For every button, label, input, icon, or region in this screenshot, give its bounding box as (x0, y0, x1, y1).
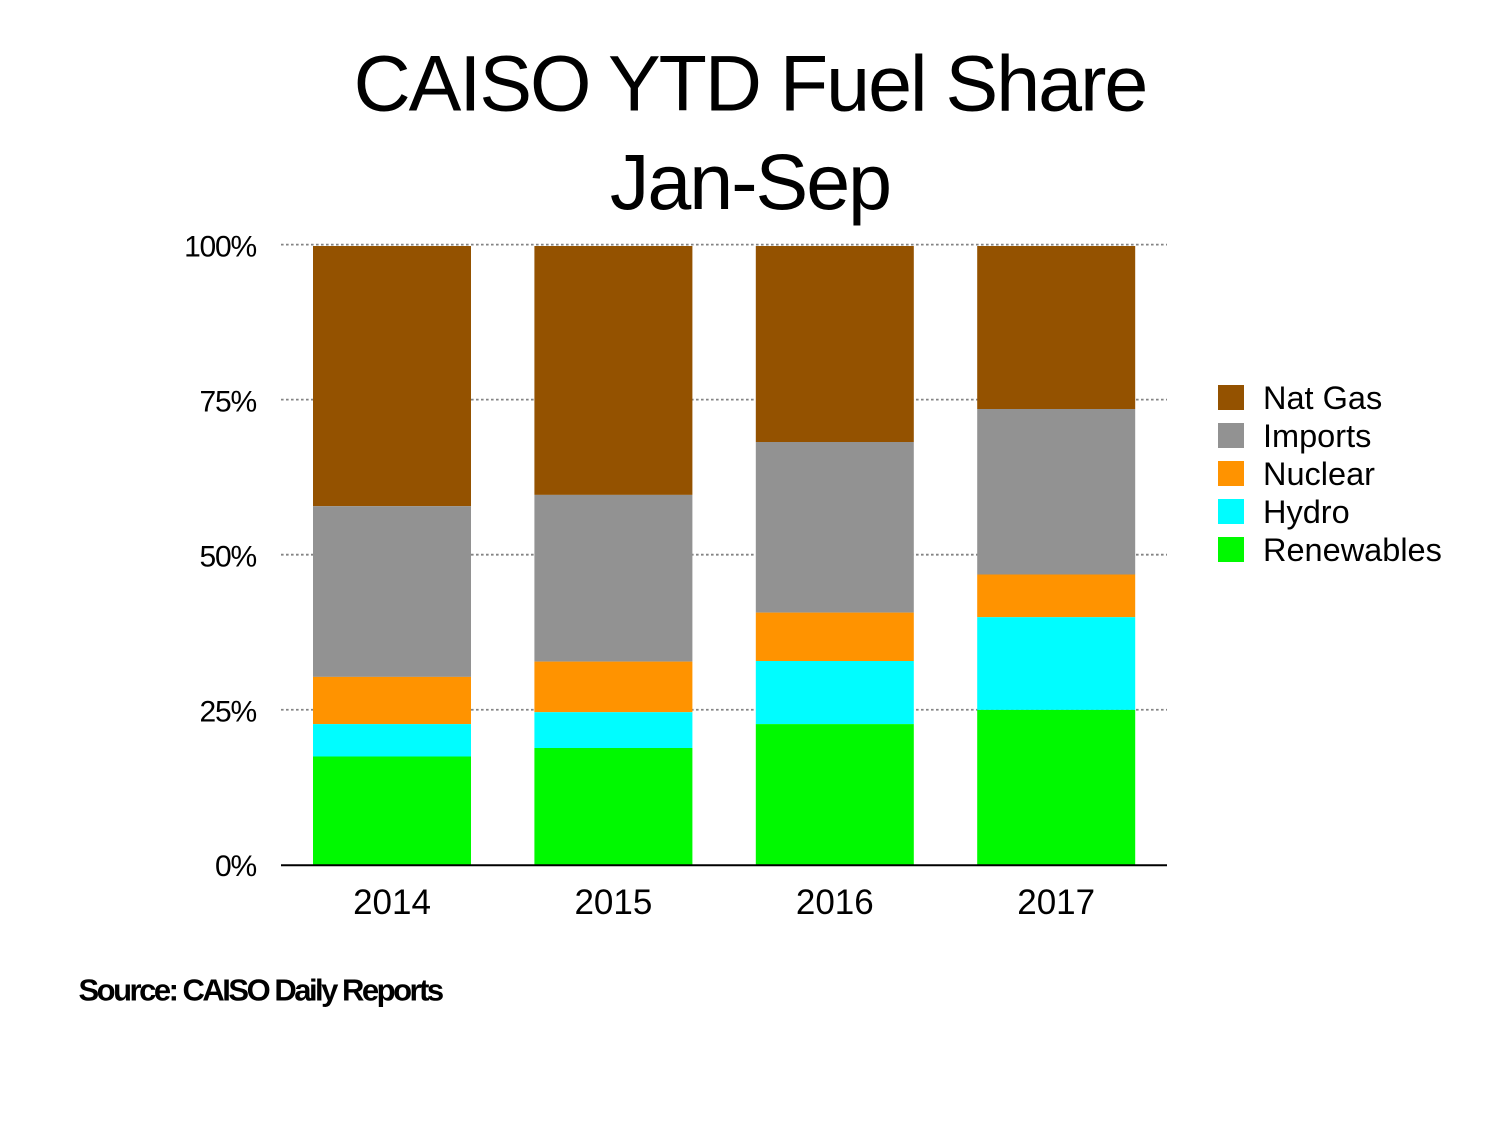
svg-text:2016: 2016 (796, 883, 874, 922)
svg-text:50%: 50% (200, 540, 257, 573)
svg-text:Nat Gas: Nat Gas (1263, 380, 1382, 416)
svg-text:Renewables: Renewables (1263, 532, 1442, 568)
svg-text:CAISO YTD Fuel Share: CAISO YTD Fuel Share (354, 39, 1147, 128)
svg-text:0%: 0% (215, 850, 256, 883)
svg-text:25%: 25% (200, 695, 257, 728)
svg-text:Source: CAISO Daily Reports: Source: CAISO Daily Reports (79, 973, 443, 1008)
svg-text:100%: 100% (184, 231, 256, 264)
svg-text:Hydro: Hydro (1263, 494, 1350, 530)
svg-text:2015: 2015 (574, 883, 652, 922)
svg-text:Imports: Imports (1263, 418, 1371, 454)
svg-text:Jan-Sep: Jan-Sep (610, 137, 890, 226)
svg-text:75%: 75% (200, 386, 257, 419)
svg-text:2017: 2017 (1017, 883, 1095, 922)
svg-text:Nuclear: Nuclear (1263, 456, 1375, 492)
svg-text:2014: 2014 (353, 883, 431, 922)
